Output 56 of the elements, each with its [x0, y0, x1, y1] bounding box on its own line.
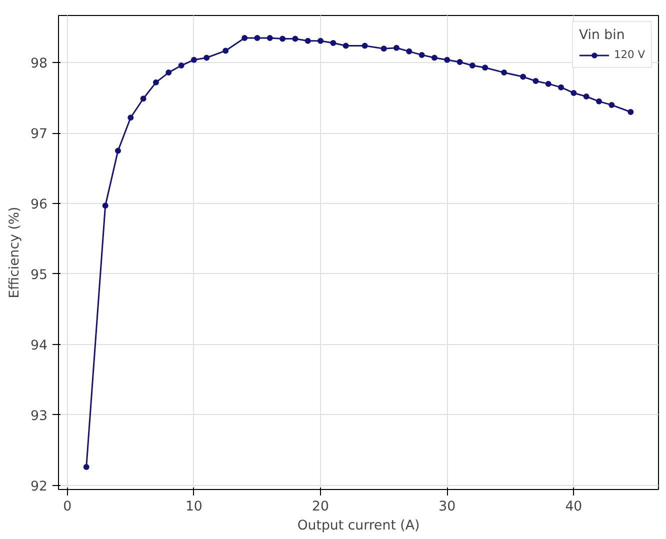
point	[545, 80, 552, 87]
point	[570, 90, 577, 96]
point	[583, 94, 590, 100]
x-tick-label: 30	[438, 500, 456, 514]
y-tick-label: 96	[30, 198, 48, 213]
point	[520, 74, 526, 80]
point	[469, 62, 476, 68]
point	[128, 114, 134, 121]
point	[431, 54, 438, 61]
point	[318, 38, 324, 44]
point	[178, 62, 184, 68]
y-tick-label: 98	[30, 56, 48, 72]
y-axis-title: Efficiency (%)	[8, 206, 23, 298]
point	[266, 35, 273, 42]
legend-label: 120 V	[614, 48, 645, 61]
x-axis-title: Output current (A)	[297, 518, 420, 534]
point	[222, 48, 229, 54]
point	[83, 464, 90, 470]
x-tick-label: 20	[312, 500, 330, 514]
point	[304, 38, 311, 44]
point	[406, 48, 412, 54]
x-tick-label: 0	[63, 500, 72, 514]
point	[608, 102, 615, 108]
point	[501, 70, 508, 76]
point	[456, 58, 463, 65]
point	[380, 46, 387, 52]
point	[152, 79, 159, 86]
point	[254, 35, 260, 42]
y-tick-label: 92	[30, 479, 48, 494]
point	[280, 36, 286, 42]
point	[362, 42, 368, 49]
point	[532, 78, 539, 84]
point	[596, 98, 602, 104]
y-tick-label: 94	[30, 338, 48, 354]
point	[393, 44, 400, 51]
point	[330, 40, 336, 46]
point	[558, 84, 564, 90]
point	[140, 96, 146, 102]
point	[444, 56, 450, 63]
y-tick-label: 95	[30, 268, 48, 283]
point	[166, 70, 172, 76]
y-tick-label: 93	[30, 408, 48, 424]
point	[342, 42, 349, 49]
point	[482, 64, 488, 71]
point	[292, 36, 298, 42]
point	[418, 52, 425, 58]
point	[102, 202, 108, 209]
x-tick-label: 10	[185, 500, 202, 514]
legend-title: Vin bin	[578, 28, 626, 43]
point	[114, 148, 121, 154]
x-tick-label: 40	[565, 500, 582, 514]
point	[242, 35, 248, 42]
point	[204, 54, 210, 61]
point	[190, 56, 197, 63]
point	[628, 108, 634, 115]
y-tick-label: 97	[30, 127, 48, 142]
